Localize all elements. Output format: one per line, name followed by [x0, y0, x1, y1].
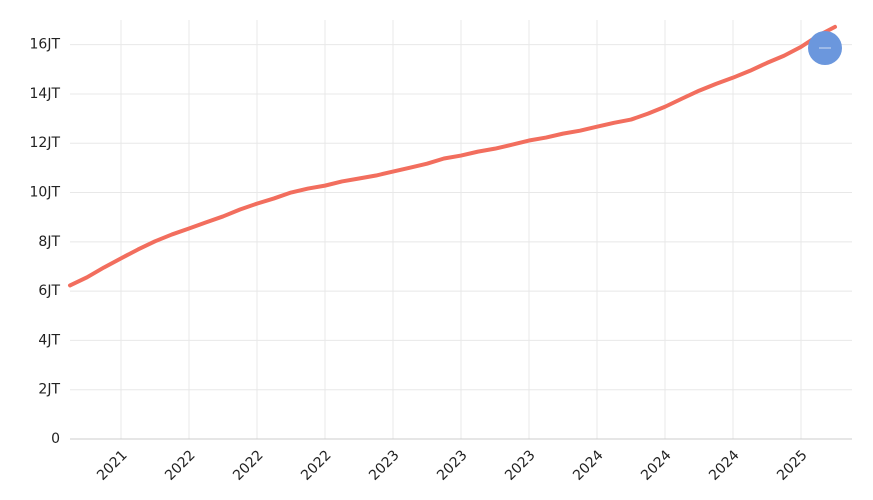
- y-tick-label: 16JT: [30, 37, 61, 53]
- grid-layer: 0 2JT 4JT 6JT 8JT 10JT 12JT 14JT 16JT 2021 2022 202…: [30, 20, 852, 484]
- x-tick-label: 2023: [434, 447, 471, 484]
- data-layer: [68, 24, 837, 288]
- y-tick-label: 10JT: [30, 185, 61, 201]
- x-tick-label: 2023: [366, 447, 403, 484]
- x-tick-label: 2024: [706, 447, 743, 484]
- x-tick-label: 2024: [638, 447, 675, 484]
- x-tick-label: 2022: [230, 447, 267, 484]
- y-tick-label: 0: [51, 431, 60, 447]
- x-tick-label: 2025: [774, 447, 811, 484]
- y-tick-label: 2JT: [38, 382, 60, 398]
- x-tick-label: 2021: [94, 447, 131, 484]
- y-tick-label: 6JT: [38, 283, 60, 299]
- x-tick-label: 2023: [502, 447, 539, 484]
- x-tick-label: 2022: [162, 447, 199, 484]
- line-series: [68, 24, 837, 288]
- y-tick-label: 4JT: [38, 332, 60, 348]
- y-tick-label: 14JT: [30, 86, 61, 102]
- zoom-button[interactable]: [808, 31, 842, 65]
- x-tick-label: 2024: [570, 447, 607, 484]
- y-tick-label: 12JT: [30, 135, 61, 151]
- x-tick-label: 2022: [298, 447, 335, 484]
- y-tick-label: 8JT: [38, 234, 60, 250]
